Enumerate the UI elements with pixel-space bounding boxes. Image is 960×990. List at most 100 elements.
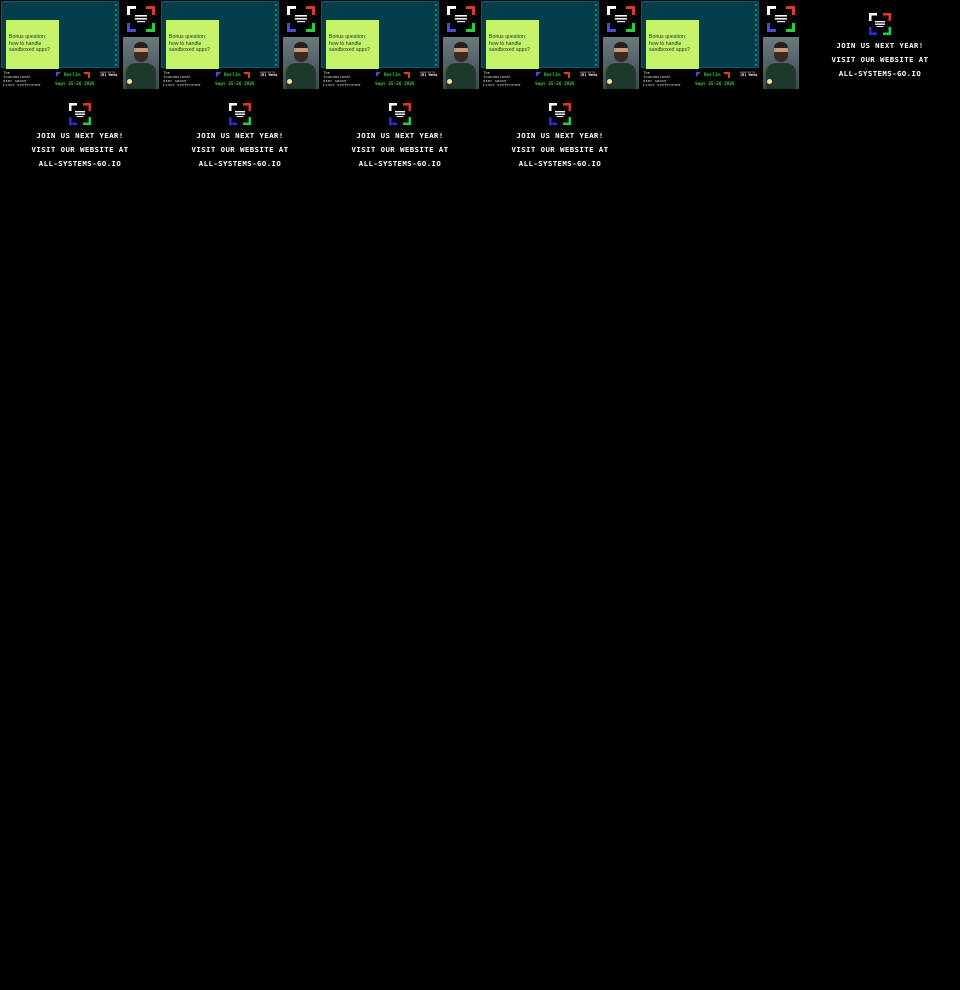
- side-panel: [282, 0, 320, 90]
- sponsor-block: powered by (R) Meta: [100, 71, 117, 77]
- side-panel: [442, 0, 480, 90]
- presentation-screen: Bonus question: how to handle sandboxed …: [161, 1, 279, 69]
- sponsor-caption: powered by: [740, 71, 756, 74]
- all-systems-go-logo-icon: [389, 103, 411, 125]
- red-corner-icon: [84, 72, 90, 78]
- city-label: Berlin: [696, 72, 721, 78]
- dates-label: Sept 25-26 2025: [375, 82, 415, 87]
- red-corner-icon: [564, 72, 570, 78]
- all-systems-go-logo-icon: [284, 3, 318, 35]
- speaker-camera: [603, 37, 639, 89]
- end-card-thumbnail[interactable]: JOIN US NEXT YEAR! VISIT OUR WEBSITE AT …: [160, 90, 320, 180]
- sticky-note: Bonus question: how to handle sandboxed …: [6, 20, 59, 69]
- sponsor-block: powered by (R) Meta: [420, 71, 437, 77]
- presentation-screen: Bonus question: how to handle sandboxed …: [481, 1, 599, 69]
- speaker-camera: [283, 37, 319, 89]
- dates-label: Sept 25-26 2025: [55, 82, 95, 87]
- all-systems-go-logo-icon: [549, 103, 571, 125]
- speaker-camera: [763, 37, 799, 89]
- slide-thumbnail[interactable]: Bonus question: how to handle sandboxed …: [320, 0, 480, 90]
- slide-thumbnail[interactable]: Bonus question: how to handle sandboxed …: [0, 0, 160, 90]
- conference-footer: The foundational user space Linux confer…: [320, 69, 441, 90]
- sticky-note: Bonus question: how to handle sandboxed …: [166, 20, 219, 69]
- conference-tagline: The foundational user space Linux confer…: [643, 70, 681, 88]
- sponsor-name: (R) Meta: [740, 73, 758, 78]
- note-text: Bonus question: how to handle sandboxed …: [169, 34, 210, 54]
- conference-footer: The foundational user space Linux confer…: [160, 69, 281, 90]
- presentation-screen: Bonus question: how to handle sandboxed …: [321, 1, 439, 69]
- speaker-camera: [123, 37, 159, 89]
- slide-thumbnail[interactable]: Bonus question: how to handle sandboxed …: [480, 0, 640, 90]
- all-systems-go-logo-icon: [444, 3, 478, 35]
- end-card-line-2: VISIT OUR WEBSITE AT: [831, 55, 929, 64]
- conference-footer: The foundational user space Linux confer…: [480, 69, 601, 90]
- sponsor-name: (R) Meta: [580, 73, 598, 78]
- end-card-line-3: ALL-SYSTEMS-GO.IO: [198, 159, 282, 168]
- end-card-line-1: JOIN US NEXT YEAR!: [516, 131, 604, 140]
- end-card-line-1: JOIN US NEXT YEAR!: [36, 131, 124, 140]
- sponsor-name: (R) Meta: [100, 73, 118, 78]
- all-systems-go-logo-icon: [869, 13, 891, 35]
- end-card-line-1: JOIN US NEXT YEAR!: [196, 131, 284, 140]
- sponsor-caption: powered by: [420, 71, 436, 74]
- side-panel: [122, 0, 160, 90]
- end-card-line-2: VISIT OUR WEBSITE AT: [351, 145, 449, 154]
- sponsor-block: powered by (R) Meta: [580, 71, 597, 77]
- conference-footer: The foundational user space Linux confer…: [640, 69, 761, 90]
- note-text: Bonus question: how to handle sandboxed …: [489, 34, 530, 54]
- dates-label: Sept 25-26 2025: [535, 82, 575, 87]
- slide-thumbnail[interactable]: Bonus question: how to handle sandboxed …: [640, 0, 800, 90]
- speaker-camera: [443, 37, 479, 89]
- red-corner-icon: [404, 72, 410, 78]
- side-panel: [762, 0, 800, 90]
- presentation-screen: Bonus question: how to handle sandboxed …: [1, 1, 119, 69]
- all-systems-go-logo-icon: [604, 3, 638, 35]
- end-card-thumbnail[interactable]: JOIN US NEXT YEAR! VISIT OUR WEBSITE AT …: [480, 90, 640, 180]
- conference-tagline: The foundational user space Linux confer…: [483, 70, 521, 88]
- end-card-line-3: ALL-SYSTEMS-GO.IO: [358, 159, 442, 168]
- sponsor-name: (R) Meta: [420, 73, 438, 78]
- city-label: Berlin: [56, 72, 81, 78]
- all-systems-go-logo-icon: [764, 3, 798, 35]
- end-card-thumbnail[interactable]: JOIN US NEXT YEAR! VISIT OUR WEBSITE AT …: [320, 90, 480, 180]
- conference-tagline: The foundational user space Linux confer…: [163, 70, 201, 88]
- sponsor-block: powered by (R) Meta: [740, 71, 757, 77]
- end-card-line-2: VISIT OUR WEBSITE AT: [511, 145, 609, 154]
- sticky-note: Bonus question: how to handle sandboxed …: [326, 20, 379, 69]
- end-card-line-3: ALL-SYSTEMS-GO.IO: [518, 159, 602, 168]
- city-label: Berlin: [376, 72, 401, 78]
- note-text: Bonus question: how to handle sandboxed …: [329, 34, 370, 54]
- city-label: Berlin: [216, 72, 241, 78]
- note-text: Bonus question: how to handle sandboxed …: [649, 34, 690, 54]
- conference-tagline: The foundational user space Linux confer…: [323, 70, 361, 88]
- slide-thumbnail[interactable]: Bonus question: how to handle sandboxed …: [160, 0, 320, 90]
- end-card-line-1: JOIN US NEXT YEAR!: [356, 131, 444, 140]
- sticky-note: Bonus question: how to handle sandboxed …: [486, 20, 539, 69]
- conference-tagline: The foundational user space Linux confer…: [3, 70, 41, 88]
- dates-label: Sept 25-26 2025: [695, 82, 735, 87]
- end-card-line-2: VISIT OUR WEBSITE AT: [191, 145, 289, 154]
- sticky-note: Bonus question: how to handle sandboxed …: [646, 20, 699, 69]
- all-systems-go-logo-icon: [124, 3, 158, 35]
- end-card-line-1: JOIN US NEXT YEAR!: [836, 41, 924, 50]
- sponsor-caption: powered by: [100, 71, 116, 74]
- red-corner-icon: [724, 72, 730, 78]
- sponsor-caption: powered by: [260, 71, 276, 74]
- all-systems-go-logo-icon: [229, 103, 251, 125]
- sponsor-name: (R) Meta: [260, 73, 278, 78]
- end-card-line-3: ALL-SYSTEMS-GO.IO: [38, 159, 122, 168]
- end-card-thumbnail[interactable]: JOIN US NEXT YEAR! VISIT OUR WEBSITE AT …: [800, 0, 960, 90]
- end-card-thumbnail[interactable]: JOIN US NEXT YEAR! VISIT OUR WEBSITE AT …: [0, 90, 160, 180]
- sponsor-block: powered by (R) Meta: [260, 71, 277, 77]
- all-systems-go-logo-icon: [69, 103, 91, 125]
- conference-footer: The foundational user space Linux confer…: [0, 69, 121, 90]
- dates-label: Sept 25-26 2025: [215, 82, 255, 87]
- end-card-line-3: ALL-SYSTEMS-GO.IO: [838, 69, 922, 78]
- note-text: Bonus question: how to handle sandboxed …: [9, 34, 50, 54]
- end-card-line-2: VISIT OUR WEBSITE AT: [31, 145, 129, 154]
- presentation-screen: Bonus question: how to handle sandboxed …: [641, 1, 759, 69]
- sponsor-caption: powered by: [580, 71, 596, 74]
- city-label: Berlin: [536, 72, 561, 78]
- side-panel: [602, 0, 640, 90]
- red-corner-icon: [244, 72, 250, 78]
